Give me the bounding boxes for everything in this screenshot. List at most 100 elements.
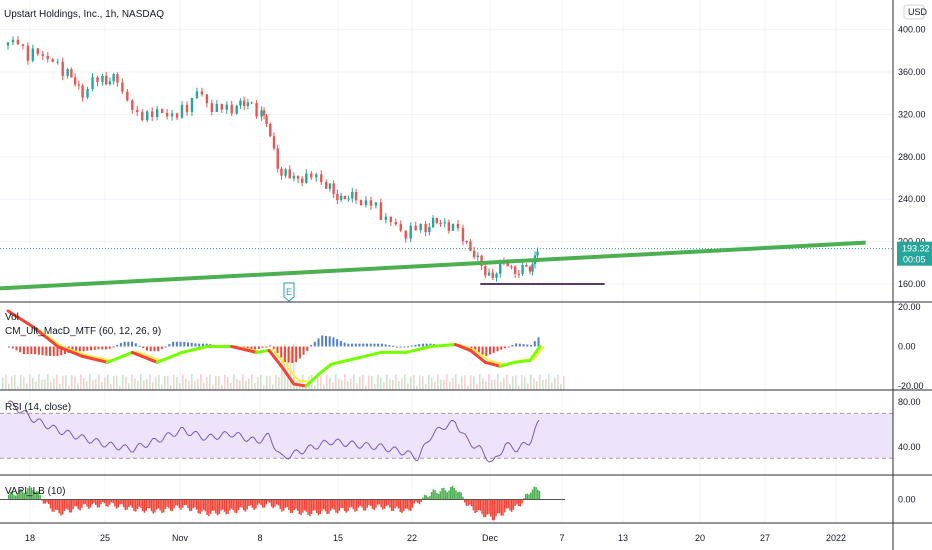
macd-histogram-bar bbox=[414, 344, 417, 347]
candle-body bbox=[56, 61, 59, 63]
vapi-bar bbox=[175, 499, 177, 506]
vapi-bar bbox=[234, 499, 236, 513]
candle-body bbox=[220, 104, 223, 110]
volume-bar bbox=[263, 385, 265, 390]
volume-bar bbox=[182, 374, 184, 390]
vapi-bar bbox=[481, 499, 483, 515]
vapi-bar bbox=[486, 499, 489, 515]
volume-bar bbox=[302, 374, 304, 390]
trendline[interactable] bbox=[0, 240, 866, 291]
earnings-marker[interactable]: E bbox=[283, 282, 295, 302]
candle-body bbox=[155, 109, 159, 117]
volume-bar bbox=[446, 374, 448, 390]
vapi-bar bbox=[436, 492, 438, 500]
candle-body bbox=[116, 74, 119, 83]
vapi-bar bbox=[369, 499, 372, 506]
macd-y-tick: 20.00 bbox=[898, 302, 921, 312]
vapi-bar bbox=[269, 499, 271, 503]
volume-bar bbox=[377, 374, 379, 390]
volume-bar bbox=[293, 344, 295, 390]
volume-bar bbox=[503, 377, 505, 390]
vapi-bar bbox=[101, 499, 104, 502]
candle-body bbox=[150, 111, 154, 117]
vapi-bar bbox=[119, 499, 121, 505]
macd-histogram-bar bbox=[313, 341, 316, 347]
x-tick-label: 8 bbox=[257, 533, 262, 543]
vapi-bar bbox=[342, 499, 344, 509]
volume-bar bbox=[362, 375, 364, 390]
candle-body bbox=[428, 227, 431, 232]
macd-line-segment bbox=[81, 354, 109, 364]
y-tick-label: 320.00 bbox=[898, 109, 926, 119]
candle-body bbox=[225, 104, 228, 110]
macd-histogram-bar bbox=[112, 346, 115, 348]
vapi-bar bbox=[521, 499, 523, 504]
vapi-bar bbox=[477, 499, 480, 511]
volume-bar bbox=[74, 376, 76, 390]
volume-bar bbox=[407, 383, 409, 390]
vapi-bar bbox=[235, 499, 238, 514]
volume-bar bbox=[257, 377, 259, 390]
vapi-pane[interactable] bbox=[0, 485, 565, 521]
volume-bar bbox=[242, 374, 244, 390]
vapi-bar bbox=[79, 499, 81, 511]
vapi-bar bbox=[296, 499, 299, 511]
vapi-bar bbox=[510, 499, 513, 512]
candle-body bbox=[280, 168, 283, 176]
macd-histogram-bar bbox=[201, 343, 204, 347]
vapi-bar bbox=[531, 489, 534, 500]
vapi-bar bbox=[359, 499, 362, 506]
macd-pane[interactable] bbox=[2, 309, 565, 390]
macd-histogram-bar bbox=[123, 341, 126, 347]
candle-body bbox=[180, 104, 184, 118]
macd-histogram-bar bbox=[295, 346, 298, 363]
macd-histogram-bar bbox=[496, 346, 499, 352]
macd-histogram-bar bbox=[45, 346, 48, 356]
macd-histogram-bar bbox=[254, 346, 257, 350]
macd-histogram-bar bbox=[533, 341, 536, 347]
volume-bar bbox=[272, 384, 274, 390]
macd-histogram-bar bbox=[489, 346, 492, 355]
vapi-bar bbox=[70, 499, 73, 513]
candle-body bbox=[379, 202, 383, 220]
x-tick-label: 22 bbox=[407, 533, 417, 543]
volume-bar bbox=[479, 374, 481, 390]
rsi-pane[interactable] bbox=[0, 400, 893, 463]
macd-histogram-bar bbox=[365, 343, 368, 347]
candle-body bbox=[260, 110, 263, 117]
vapi-bar bbox=[463, 499, 466, 503]
volume-bar bbox=[194, 380, 196, 390]
vapi-bar bbox=[496, 499, 499, 514]
vapi-bar bbox=[20, 488, 22, 500]
vapi-bar bbox=[493, 499, 496, 521]
macd-line-segment bbox=[180, 345, 209, 354]
currency-button[interactable]: USD bbox=[903, 4, 928, 20]
vapi-bar bbox=[321, 499, 323, 511]
vapi-bar bbox=[302, 499, 304, 513]
vapi-bar bbox=[288, 499, 290, 511]
macd-histogram-bar bbox=[421, 343, 424, 347]
price-pane[interactable] bbox=[0, 36, 893, 291]
volume-bar bbox=[227, 377, 229, 390]
vapi-bar bbox=[68, 499, 71, 513]
macd-line-segment bbox=[105, 350, 134, 364]
vapi-bar bbox=[533, 486, 536, 500]
vapi-bar bbox=[336, 499, 339, 514]
x-tick-label: 27 bbox=[760, 533, 770, 543]
volume-bar bbox=[356, 383, 358, 390]
macd-histogram-bar bbox=[354, 343, 357, 347]
macd-histogram-bar bbox=[287, 346, 290, 363]
vapi-bar bbox=[58, 499, 60, 514]
candle-body bbox=[476, 255, 480, 258]
candle-body bbox=[447, 222, 451, 231]
vapi-bar bbox=[437, 493, 440, 500]
candle-body bbox=[424, 224, 427, 232]
vapi-bar bbox=[422, 497, 424, 500]
vapi-bar bbox=[432, 489, 435, 500]
volume-bar bbox=[482, 377, 484, 390]
vapi-bar bbox=[176, 499, 179, 506]
vapi-bar bbox=[32, 490, 34, 500]
volume-bar bbox=[383, 382, 385, 390]
vapi-bar bbox=[145, 499, 147, 511]
